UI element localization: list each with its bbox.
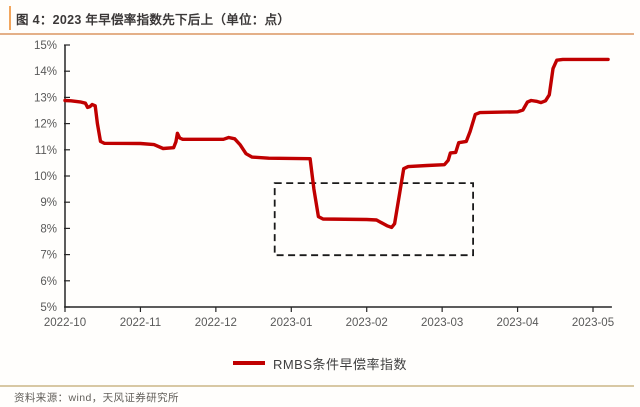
x-axis-tick-label: 2022-12 bbox=[195, 317, 237, 329]
title-divider-rule bbox=[0, 33, 634, 35]
x-axis-tick-label: 2023-01 bbox=[270, 317, 312, 329]
legend-line-swatch bbox=[232, 361, 265, 365]
x-axis-tick-label: 2023-04 bbox=[496, 317, 539, 329]
y-axis-tick-label: 15% bbox=[34, 40, 57, 52]
y-axis-tick-label: 8% bbox=[40, 223, 57, 235]
source-note: 资料来源：wind，天风证券研究所 bbox=[14, 392, 179, 404]
series-line-rmbs bbox=[63, 57, 610, 230]
x-axis-tick-label: 2023-03 bbox=[421, 317, 463, 329]
y-axis-tick-label: 9% bbox=[40, 197, 57, 209]
y-axis-tick-label: 11% bbox=[35, 145, 57, 157]
y-axis-tick-label: 7% bbox=[40, 250, 57, 262]
figure-title-row: 图 4：2023 年早偿率指数先下后上（单位：点） bbox=[9, 6, 630, 30]
y-axis-tick-label: 10% bbox=[34, 171, 57, 183]
prepayment-line-chart: 5% 6% 7% 8% 9% 10% 11% 12% 13% 14% 15% 2022-10 2022-… bbox=[34, 40, 614, 329]
x-axis-tick-label: 2023-02 bbox=[346, 317, 388, 329]
legend-label: RMBS条件早偿率指数 bbox=[272, 356, 408, 372]
y-axis-tick-label: 6% bbox=[40, 276, 57, 288]
y-axis-tick-label: 13% bbox=[34, 92, 57, 104]
x-axis-tick-label: 2022-11 bbox=[120, 317, 161, 329]
y-axis-tick-label: 5% bbox=[40, 302, 57, 314]
y-axis-tick-label: 14% bbox=[34, 66, 57, 78]
chart-legend: RMBS条件早偿率指数 bbox=[0, 352, 640, 374]
axis-lines bbox=[64, 45, 612, 308]
y-axis-tick-label: 12% bbox=[34, 119, 57, 131]
footer-divider-rule bbox=[0, 385, 634, 387]
x-axis-tick-label: 2022-10 bbox=[44, 317, 86, 329]
highlight-dashed-box bbox=[273, 182, 475, 257]
x-axis-tick-label: 2023-05 bbox=[572, 317, 614, 329]
figure-title: 图 4：2023 年早偿率指数先下后上（单位：点） bbox=[16, 12, 291, 27]
